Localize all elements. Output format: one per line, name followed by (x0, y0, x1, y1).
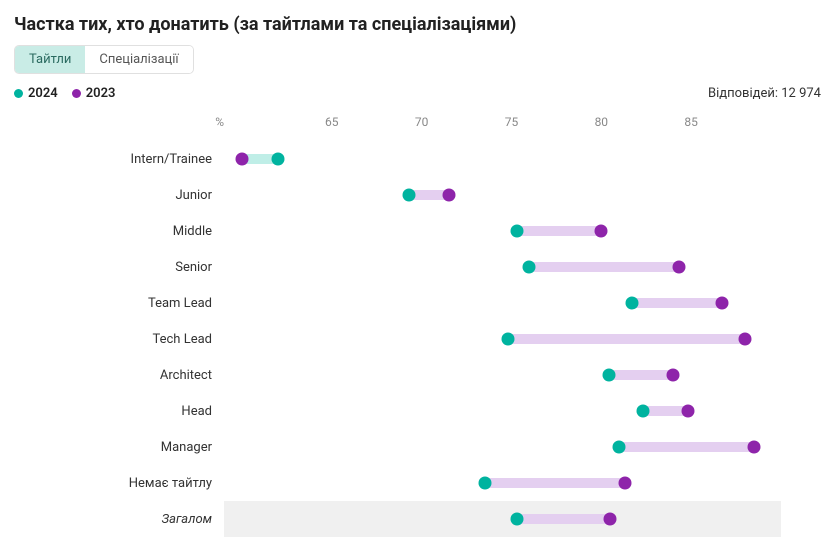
connector-bar (609, 370, 674, 380)
dot-2024[interactable] (523, 261, 536, 274)
dot-2023[interactable] (442, 189, 455, 202)
dot-2023[interactable] (672, 261, 685, 274)
plot-area: Intern/TraineeJuniorMiddleSeniorTeam Lea… (224, 141, 781, 541)
connector-bar (619, 442, 754, 452)
row-label: Team Lead (22, 296, 212, 311)
row-track (224, 321, 781, 357)
row-track (224, 213, 781, 249)
row-track (224, 501, 781, 537)
legend-dot-2023 (72, 89, 81, 98)
dot-2023[interactable] (604, 513, 617, 526)
row-label: Загалом (22, 512, 212, 527)
row-track (224, 141, 781, 177)
dot-2023[interactable] (595, 225, 608, 238)
row-track (224, 177, 781, 213)
row-track (224, 465, 781, 501)
row-item: Middle (224, 213, 781, 249)
row-total: Загалом (224, 501, 781, 537)
responses-count: Відповідей: 12 974 (708, 86, 821, 101)
row-item: Manager (224, 429, 781, 465)
legend-row: 2024 2023 Відповідей: 12 974 (14, 86, 821, 101)
dot-2023[interactable] (715, 297, 728, 310)
row-label: Немає тайтлу (22, 476, 212, 491)
connector-bar (517, 514, 610, 524)
chart-title: Частка тих, хто донатить (за тайтлами та… (14, 14, 821, 35)
row-label: Middle (22, 224, 212, 239)
axis-tick: 65 (325, 115, 339, 129)
row-item: Junior (224, 177, 781, 213)
row-item: Intern/Trainee (224, 141, 781, 177)
row-track (224, 357, 781, 393)
connector-bar (485, 478, 625, 488)
dot-2024[interactable] (478, 477, 491, 490)
legend-label-2024: 2024 (28, 86, 58, 101)
x-axis: %6570758085 (224, 115, 781, 137)
chart: %6570758085 Intern/TraineeJuniorMiddleSe… (14, 115, 821, 541)
row-track (224, 429, 781, 465)
dot-2024[interactable] (510, 513, 523, 526)
dot-2024[interactable] (636, 405, 649, 418)
legend: 2024 2023 (14, 86, 115, 101)
dot-2024[interactable] (271, 153, 284, 166)
dot-2023[interactable] (739, 333, 752, 346)
legend-2023[interactable]: 2023 (72, 86, 116, 101)
dot-2024[interactable] (613, 441, 626, 454)
axis-tick: 70 (415, 115, 429, 129)
legend-2024[interactable]: 2024 (14, 86, 58, 101)
row-label: Junior (22, 188, 212, 203)
row-item: Senior (224, 249, 781, 285)
axis-tick: 75 (505, 115, 519, 129)
dot-2024[interactable] (602, 369, 615, 382)
row-item: Head (224, 393, 781, 429)
axis-tick: 80 (595, 115, 609, 129)
row-label: Head (22, 404, 212, 419)
row-track (224, 249, 781, 285)
tab-titles[interactable]: Тайтли (15, 46, 85, 73)
legend-label-2023: 2023 (86, 86, 116, 101)
row-label: Intern/Trainee (22, 152, 212, 167)
dot-2023[interactable] (667, 369, 680, 382)
tab-specs[interactable]: Спеціалізації (85, 46, 192, 73)
axis-tick: 85 (684, 115, 698, 129)
axis-unit: % (215, 115, 224, 129)
row-item: Немає тайтлу (224, 465, 781, 501)
row-track (224, 285, 781, 321)
row-item: Team Lead (224, 285, 781, 321)
connector-bar (517, 226, 601, 236)
tabs: Тайтли Спеціалізації (14, 45, 194, 74)
connector-bar (529, 262, 678, 272)
row-item: Tech Lead (224, 321, 781, 357)
row-label: Manager (22, 440, 212, 455)
legend-dot-2024 (14, 89, 23, 98)
dot-2023[interactable] (681, 405, 694, 418)
row-label: Tech Lead (22, 332, 212, 347)
dot-2024[interactable] (510, 225, 523, 238)
dot-2023[interactable] (618, 477, 631, 490)
dot-2024[interactable] (403, 189, 416, 202)
dot-2023[interactable] (748, 441, 761, 454)
row-label: Architect (22, 368, 212, 383)
row-item: Architect (224, 357, 781, 393)
dot-2024[interactable] (501, 333, 514, 346)
row-label: Senior (22, 260, 212, 275)
connector-bar (508, 334, 745, 344)
dot-2023[interactable] (235, 153, 248, 166)
connector-bar (632, 298, 722, 308)
row-track (224, 393, 781, 429)
dot-2024[interactable] (625, 297, 638, 310)
